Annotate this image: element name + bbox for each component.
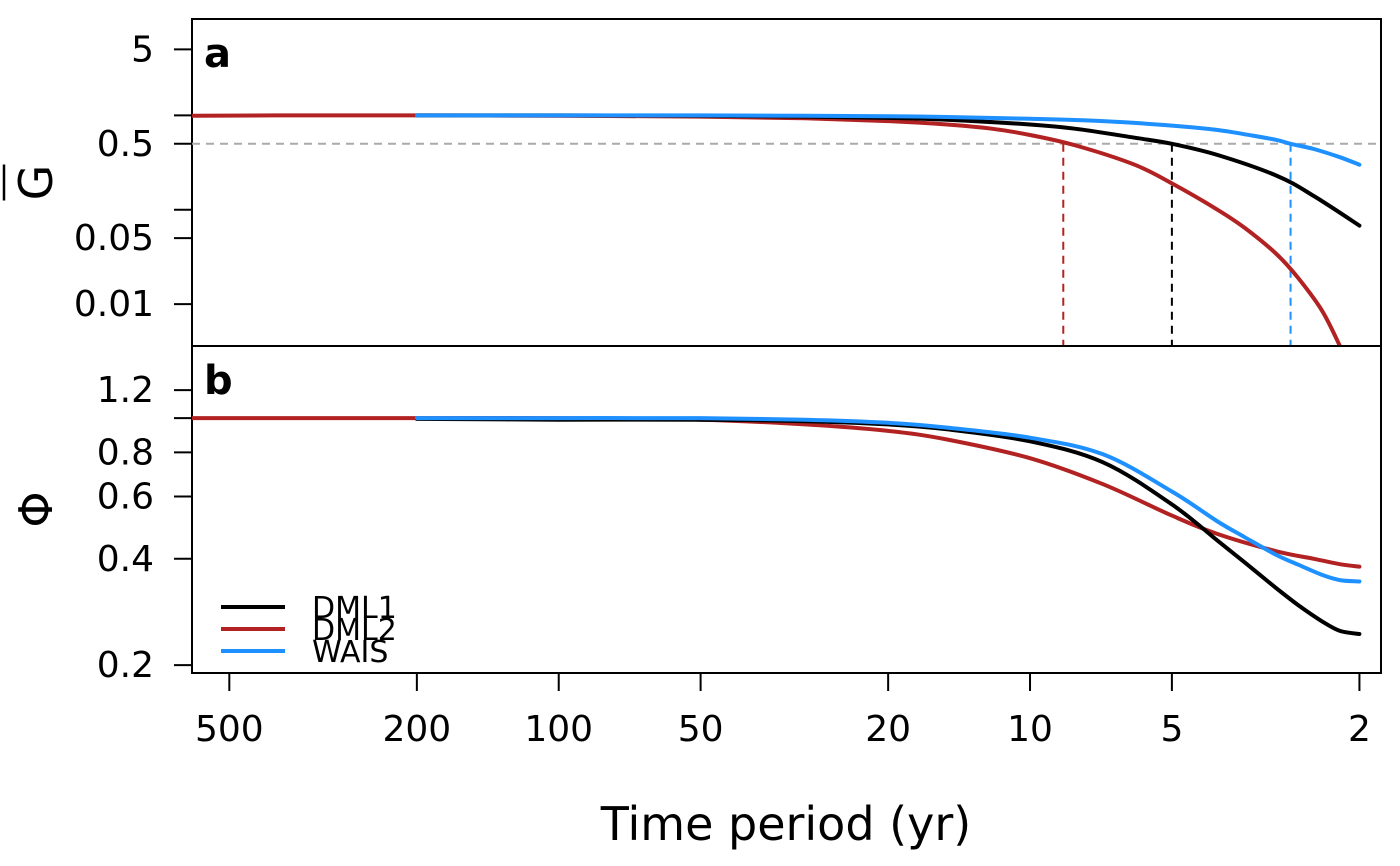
panel-a: 5 0.5 0.05 0.01 a G xyxy=(2,18,1382,347)
y-tick-label: 0.6 xyxy=(97,477,154,518)
y-tick-label: 0.05 xyxy=(74,218,154,259)
series-line-a-wais xyxy=(414,113,1362,167)
x-tick-label: 10 xyxy=(1007,709,1053,750)
x-tick-label: 200 xyxy=(383,709,452,750)
y-tick-label: 0.8 xyxy=(97,432,154,473)
series-line-b-dml1 xyxy=(414,416,1362,636)
y-tick-label: 0.4 xyxy=(97,539,154,580)
x-tick-label: 500 xyxy=(195,709,264,750)
x-tick-label: 100 xyxy=(524,709,593,750)
x-tick-label: 50 xyxy=(678,709,724,750)
x-tick-label: 20 xyxy=(865,709,911,750)
x-axis: 500 200 100 50 20 10 5 2 xyxy=(195,672,1371,750)
panel-b-plot-area xyxy=(192,416,1362,636)
series-line-b-dml2 xyxy=(192,416,1362,569)
series-line-b-wais xyxy=(414,416,1362,584)
y-tick-label: 1.2 xyxy=(97,370,154,411)
panel-label-b: b xyxy=(204,358,233,404)
panel-a-plot-area xyxy=(192,113,1381,346)
y-tick-label: 0.5 xyxy=(97,124,154,165)
series-line-a-dml2 xyxy=(192,113,1342,346)
y-axis-title-b: Φ xyxy=(9,491,63,527)
legend-label-wais: WAIS xyxy=(312,635,388,670)
panel-label-a: a xyxy=(204,31,231,77)
y-tick-label: 5 xyxy=(131,29,154,70)
legend-label-dml2: DML2 xyxy=(312,613,397,648)
x-axis-title: Time period (yr) xyxy=(600,797,971,851)
y-axis-title-a: G xyxy=(9,165,63,201)
y-tick-label: 0.01 xyxy=(74,284,154,325)
x-tick-label: 5 xyxy=(1160,709,1183,750)
y-tick-label: 0.2 xyxy=(97,645,154,686)
legend-label-dml1: DML1 xyxy=(312,591,397,626)
x-tick-label: 2 xyxy=(1348,709,1371,750)
panel-a-frame xyxy=(191,18,1382,347)
